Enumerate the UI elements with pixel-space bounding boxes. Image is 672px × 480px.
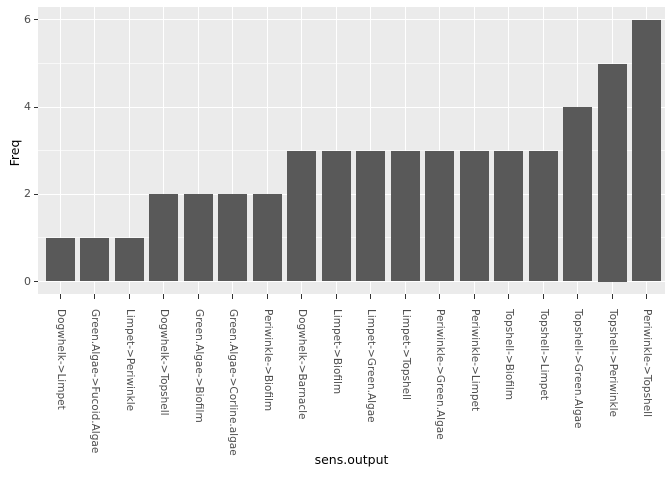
x-tick-mark	[301, 294, 302, 299]
gridline-minor-horizontal	[38, 63, 665, 64]
x-tick-mark	[128, 294, 130, 299]
x-tick-mark	[370, 294, 371, 299]
bar	[528, 150, 558, 282]
x-tick-label-text: Periwinkle->Limpet	[468, 309, 481, 412]
x-tick-label-text: Dogwhelk->Limpet	[54, 309, 67, 410]
bar	[80, 237, 109, 282]
y-tick-label: 6	[24, 12, 31, 26]
x-tick-mark	[404, 294, 406, 299]
bar	[287, 150, 316, 282]
bar	[183, 194, 213, 282]
x-tick-label-text: Periwinkle->Topshell	[641, 309, 653, 417]
gridline-minor-horizontal	[38, 237, 665, 239]
bar	[321, 150, 351, 282]
x-tick-label-text: Limpet->Green.Algae	[365, 309, 377, 423]
plot-panel	[38, 7, 665, 294]
x-tick-label-text: Topshell->Limpet	[537, 309, 550, 400]
x-tick-label-text: Limpet->Topshell	[399, 309, 412, 400]
x-tick-mark	[335, 294, 337, 299]
bar	[632, 19, 661, 282]
bar	[45, 237, 75, 282]
x-tick-label-text: Topshell->Periwinkle	[606, 309, 619, 417]
bar	[114, 237, 144, 282]
x-tick-mark	[197, 294, 199, 299]
bar	[597, 63, 627, 282]
x-tick-label-text: Limpet->Periwinkle	[123, 309, 136, 412]
bar	[218, 194, 247, 282]
x-tick-label-text: Green.Algae->Corline.algae	[227, 309, 239, 456]
x-tick-label-text: Green.Algae->Fucoid.Algae	[89, 309, 101, 454]
x-tick-mark	[59, 294, 61, 299]
x-tick-label-text: Limpet->Biofilm	[330, 309, 343, 395]
gridline-major-horizontal	[38, 19, 665, 21]
x-tick-mark	[542, 294, 544, 299]
y-axis-title-text: Freq	[7, 139, 22, 167]
bar	[390, 150, 420, 282]
x-tick-label-text: Dogwhelk->Barnacle	[296, 309, 308, 420]
bar	[459, 150, 489, 282]
x-tick-mark	[611, 294, 613, 299]
gridline-major-horizontal	[38, 281, 665, 282]
bar	[149, 194, 178, 282]
x-tick-label-text: Dogwhelk->Topshell	[158, 309, 170, 416]
x-tick-mark	[266, 294, 268, 299]
bar	[356, 150, 385, 282]
y-tick-label: 4	[24, 100, 31, 114]
gridline-major-horizontal	[38, 193, 665, 195]
x-tick-mark	[232, 294, 233, 299]
gridline-minor-horizontal	[38, 150, 665, 152]
gridline-major-horizontal	[38, 106, 665, 108]
x-tick-mark	[473, 294, 475, 299]
x-tick-label-text: Periwinkle->Biofilm	[261, 309, 274, 412]
x-tick-mark	[577, 294, 578, 299]
y-tick-mark	[34, 19, 38, 21]
x-tick-mark	[163, 294, 164, 299]
x-tick-mark	[94, 294, 95, 299]
bar	[252, 194, 282, 282]
x-axis-title: sens.output	[314, 452, 389, 467]
x-tick-label-text: Topshell->Green.Algae	[572, 309, 584, 429]
x-tick-label-text: Topshell->Biofilm	[503, 309, 515, 401]
x-tick-mark	[646, 294, 647, 299]
x-tick-label-text: Periwinkle->Green.Algae	[434, 309, 446, 440]
x-tick-mark	[508, 294, 509, 299]
y-tick-mark	[34, 106, 38, 108]
y-tick-label: 2	[24, 187, 31, 201]
y-tick-mark	[34, 281, 38, 282]
bar	[563, 107, 592, 282]
x-tick-mark	[439, 294, 440, 299]
x-tick-label-text: Green.Algae->Biofilm	[192, 309, 205, 423]
y-tick-label: 0	[24, 274, 31, 288]
bar	[494, 150, 523, 282]
y-tick-mark	[34, 193, 38, 195]
bar	[425, 150, 454, 282]
